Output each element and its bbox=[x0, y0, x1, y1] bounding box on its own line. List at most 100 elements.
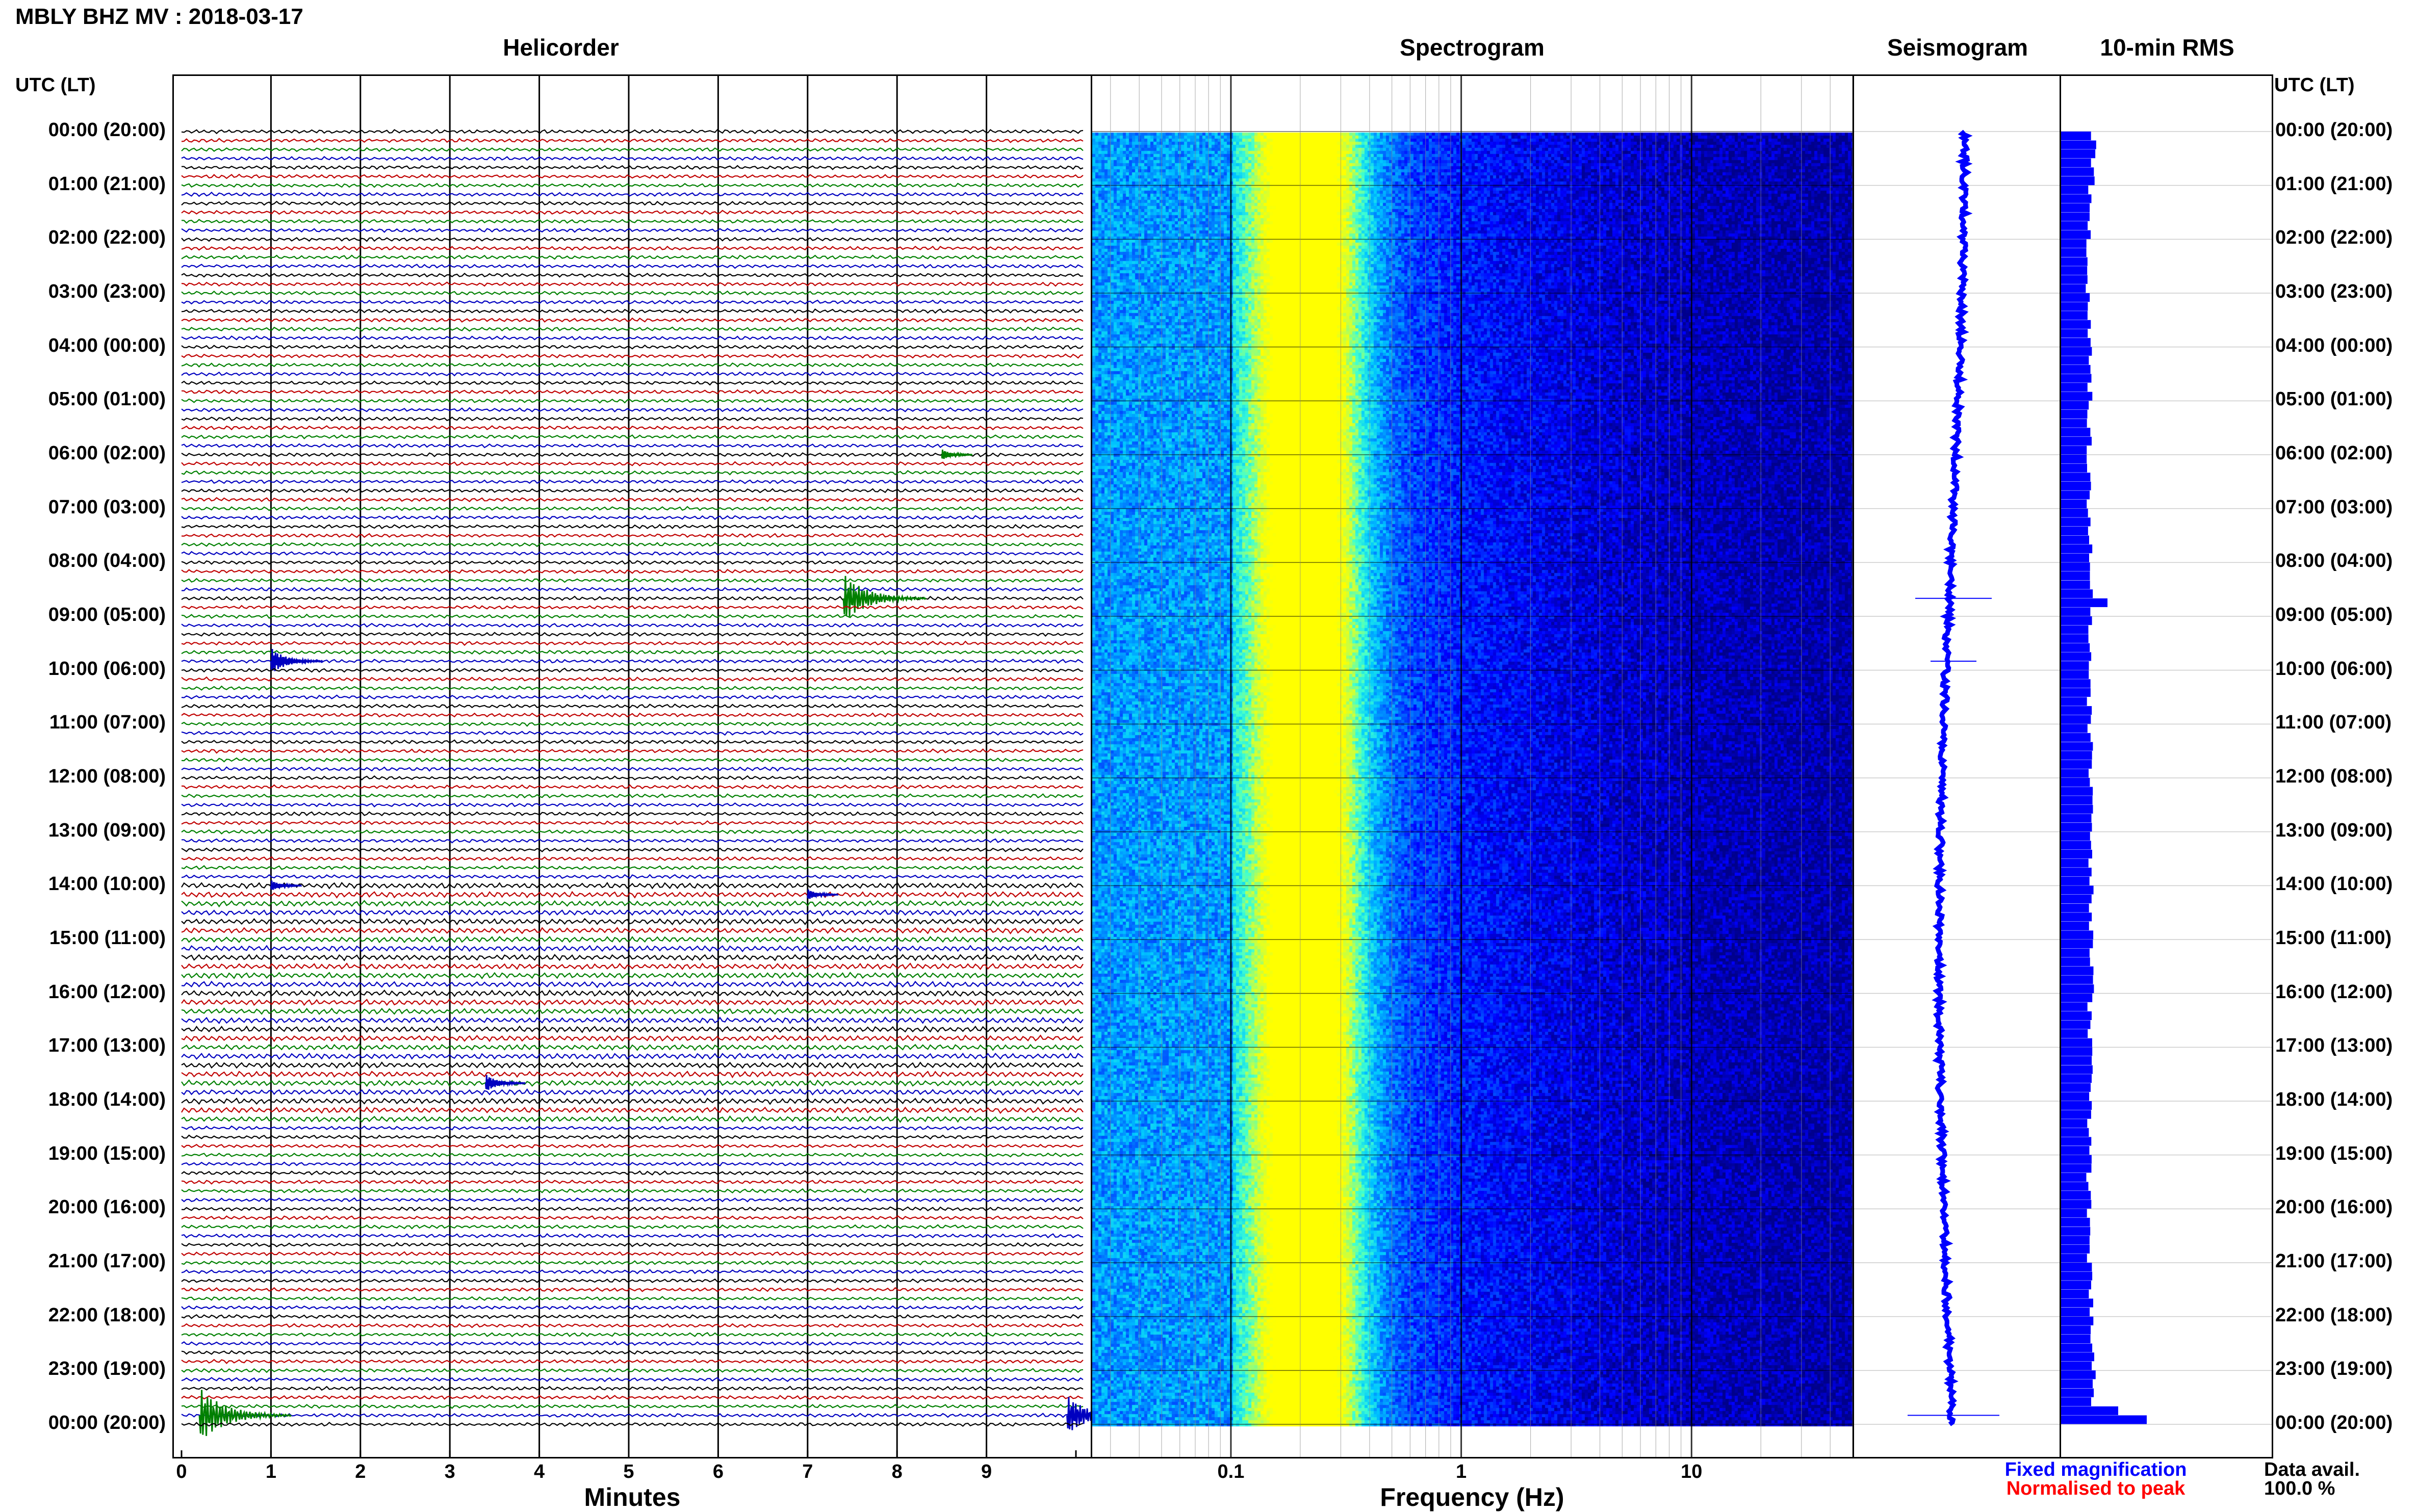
page-title: MBLY BHZ MV : 2018-03-17 bbox=[15, 4, 303, 29]
helicorder-xlabel: Minutes bbox=[584, 1483, 681, 1511]
rms-bar bbox=[2061, 239, 2087, 248]
rms-bar bbox=[2061, 814, 2092, 823]
rms-bar bbox=[2061, 966, 2094, 975]
rms-bar bbox=[2061, 1191, 2091, 1200]
spectrogram-image bbox=[1092, 76, 1853, 1457]
helicorder-trace bbox=[181, 506, 1084, 511]
time-label-right: 10:00 (06:00) bbox=[2275, 658, 2393, 680]
rms-bar bbox=[2061, 913, 2092, 922]
rms-bar bbox=[2061, 1217, 2090, 1227]
time-label-right: 09:00 (05:00) bbox=[2275, 604, 2393, 625]
seismogram-panel bbox=[1854, 74, 2061, 1458]
rms-bar bbox=[2061, 1137, 2092, 1146]
rms-bar bbox=[2061, 1415, 2147, 1424]
rms-bar bbox=[2061, 804, 2093, 814]
helicorder-trace bbox=[181, 452, 1084, 458]
time-label-right: 20:00 (16:00) bbox=[2275, 1196, 2393, 1218]
helicorder-trace bbox=[181, 524, 1084, 529]
helicorder-trace bbox=[181, 613, 1084, 619]
rms-bar bbox=[2061, 706, 2092, 715]
rms-bar bbox=[2061, 230, 2091, 239]
seismogram-plot bbox=[1854, 129, 2060, 1426]
helicorder-trace bbox=[181, 254, 1084, 260]
helicorder-trace bbox=[181, 945, 1084, 953]
rms-bar bbox=[2061, 463, 2087, 473]
helicorder-x-tick: 7 bbox=[802, 1461, 813, 1482]
helicorder-trace bbox=[181, 407, 1084, 413]
rms-bar bbox=[2061, 1083, 2091, 1092]
helicorder-trace bbox=[181, 147, 1084, 152]
rms-bar bbox=[2061, 1308, 2090, 1317]
rms-bar bbox=[2061, 1388, 2094, 1397]
helicorder-trace bbox=[181, 425, 1084, 431]
rms-bar bbox=[2061, 526, 2088, 535]
helicorder-trace bbox=[181, 1115, 1084, 1123]
time-label-left: 15:00 (11:00) bbox=[49, 927, 166, 949]
rms-bar bbox=[2061, 796, 2093, 805]
helicorder-trace bbox=[181, 1070, 1084, 1079]
rms-bar bbox=[2061, 1316, 2094, 1325]
rms-bar bbox=[2061, 598, 2107, 607]
helicorder-trace bbox=[181, 1251, 1084, 1257]
rms-bar bbox=[2061, 975, 2093, 984]
helicorder-event bbox=[842, 576, 927, 617]
helicorder-x-tick: 0 bbox=[176, 1461, 187, 1482]
helicorder-x-tick: 4 bbox=[534, 1461, 545, 1482]
rms-bar bbox=[2061, 320, 2091, 329]
time-label-right: 23:00 (19:00) bbox=[2275, 1358, 2393, 1380]
rms-bar bbox=[2061, 580, 2090, 589]
time-label-left: 17:00 (13:00) bbox=[48, 1035, 166, 1057]
helicorder-trace bbox=[181, 542, 1084, 548]
rms-bar bbox=[2061, 446, 2087, 455]
time-label-left: 22:00 (18:00) bbox=[48, 1304, 166, 1326]
rms-bar bbox=[2061, 1101, 2092, 1110]
rms-bar bbox=[2061, 625, 2089, 634]
time-label-right: 00:00 (20:00) bbox=[2275, 119, 2393, 141]
time-label-right: 17:00 (13:00) bbox=[2275, 1035, 2393, 1057]
helicorder-trace bbox=[181, 497, 1084, 503]
rms-bar bbox=[2061, 724, 2088, 733]
time-label-right: 03:00 (23:00) bbox=[2275, 281, 2393, 302]
rms-bar bbox=[2061, 517, 2091, 527]
helicorder-trace bbox=[181, 416, 1084, 422]
helicorder-trace bbox=[181, 1296, 1084, 1301]
rms-bar bbox=[2061, 347, 2092, 356]
helicorder-trace bbox=[181, 1106, 1084, 1114]
time-label-left: 06:00 (02:00) bbox=[48, 442, 166, 464]
rms-bar bbox=[2061, 132, 2091, 141]
rms-bar bbox=[2061, 903, 2089, 913]
helicorder-event bbox=[941, 449, 973, 459]
rms-bar bbox=[2061, 841, 2091, 850]
helicorder-trace bbox=[181, 1233, 1084, 1239]
rms-bar bbox=[2061, 338, 2091, 347]
helicorder-trace bbox=[181, 1269, 1084, 1274]
helicorder-trace bbox=[181, 811, 1084, 817]
helicorder-trace bbox=[181, 953, 1084, 961]
time-axis-label-left: UTC (LT) bbox=[15, 74, 96, 96]
rms-bar bbox=[2061, 921, 2089, 930]
rms-bar bbox=[2061, 1254, 2087, 1263]
rms-bar bbox=[2061, 1263, 2092, 1272]
helicorder-trace bbox=[181, 210, 1084, 215]
rms-bar bbox=[2061, 1406, 2118, 1415]
rms-bar bbox=[2061, 957, 2090, 967]
time-label-left: 04:00 (00:00) bbox=[48, 334, 166, 356]
rms-bar bbox=[2061, 293, 2090, 302]
helicorder-trace bbox=[181, 515, 1084, 520]
helicorder-trace bbox=[181, 1188, 1084, 1194]
helicorder-event bbox=[198, 1390, 292, 1436]
helicorder-trace bbox=[181, 881, 1084, 890]
helicorder-trace bbox=[181, 1043, 1084, 1051]
rms-bar bbox=[2061, 329, 2088, 338]
spectrogram-x-ticks: 0.1 1 10 bbox=[1091, 1461, 1854, 1487]
helicorder-trace bbox=[181, 551, 1084, 556]
helicorder-x-tick: 9 bbox=[981, 1461, 992, 1482]
legend: Fixed magnification Normalised to peak bbox=[1968, 1459, 2223, 1500]
helicorder-trace bbox=[181, 1403, 1084, 1410]
rms-bar bbox=[2061, 679, 2091, 688]
helicorder-trace bbox=[181, 344, 1084, 350]
rms-bar bbox=[2061, 490, 2090, 500]
rms-bar bbox=[2061, 248, 2087, 257]
helicorder-trace bbox=[181, 829, 1084, 835]
spectrogram-xlabel: Frequency (Hz) bbox=[1380, 1483, 1564, 1511]
